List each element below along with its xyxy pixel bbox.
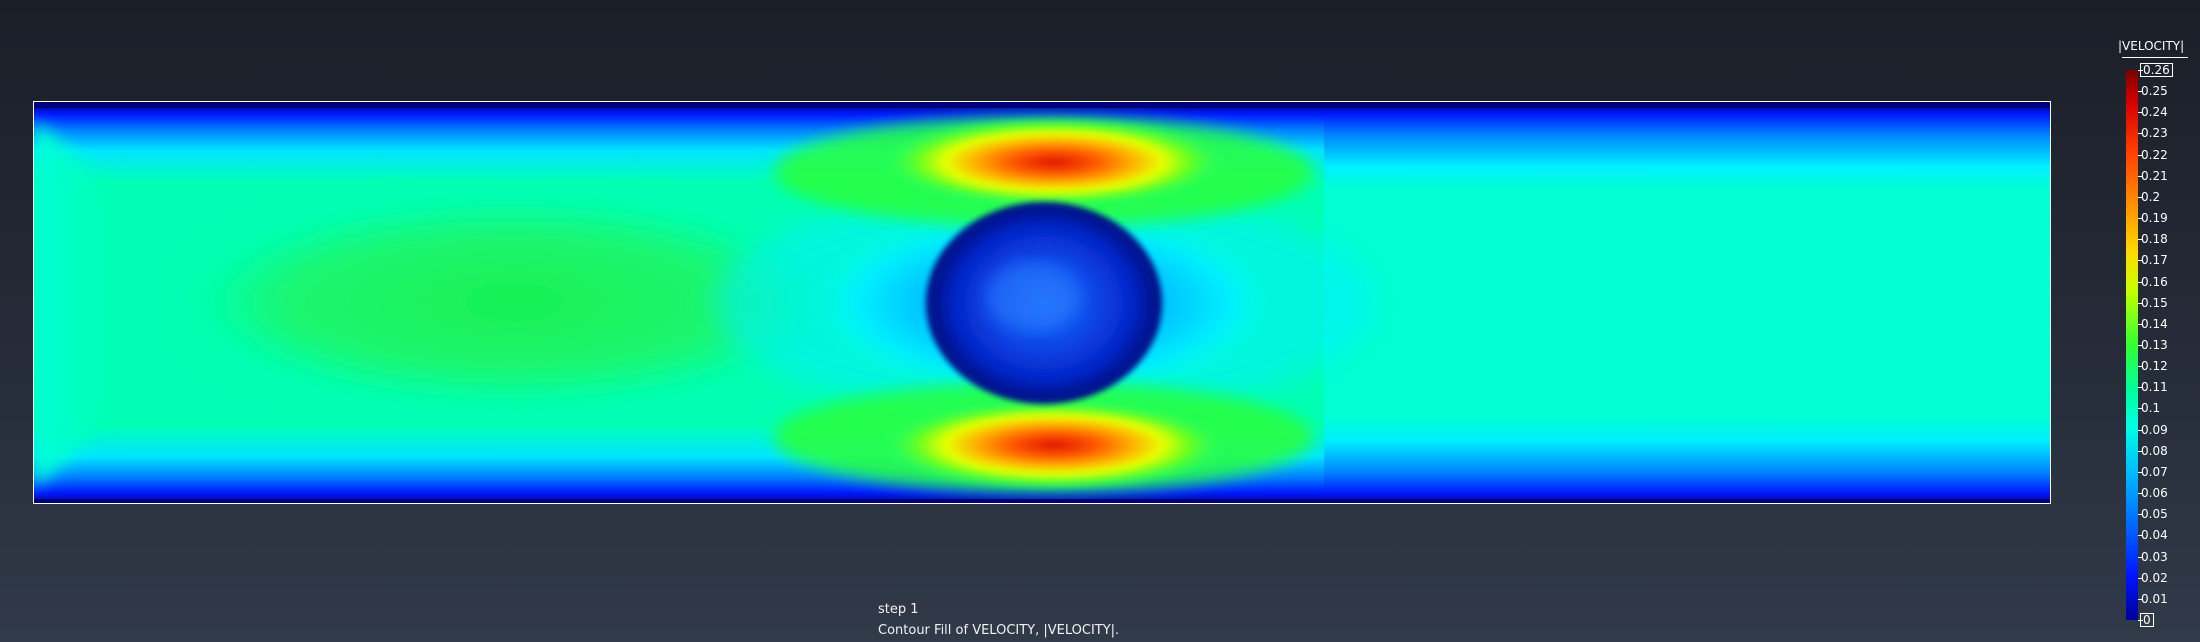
- legend-tick-label: 0.09: [2141, 423, 2168, 437]
- legend-tick-mark: [2138, 324, 2143, 325]
- legend-min-label: 0: [2140, 613, 2154, 627]
- legend-tick-mark: [2138, 197, 2143, 198]
- legend-tick-label: 0.16: [2141, 275, 2168, 289]
- legend-tick-mark: [2138, 557, 2143, 558]
- legend-tick-label: 0.22: [2141, 148, 2168, 162]
- legend-tick-mark: [2138, 514, 2143, 515]
- legend-tick-label: 0.07: [2141, 465, 2168, 479]
- legend-tick-label: 0.13: [2141, 338, 2168, 352]
- legend-tick-label: 0.14: [2141, 317, 2168, 331]
- legend-tick-label: 0.25: [2141, 84, 2168, 98]
- legend-tick-mark: [2138, 282, 2143, 283]
- legend-tick-mark: [2138, 112, 2143, 113]
- result-description: Contour Fill of VELOCITY, |VELOCITY|.: [878, 623, 1120, 638]
- velocity-contour-plot[interactable]: [33, 101, 2051, 504]
- legend-tick-mark: [2138, 408, 2143, 409]
- legend-tick-label: 0.17: [2141, 253, 2168, 267]
- legend-tick-mark: [2138, 578, 2143, 579]
- legend-tick-mark: [2138, 303, 2143, 304]
- legend-tick-mark: [2138, 345, 2143, 346]
- legend-tick-mark: [2138, 239, 2143, 240]
- legend-tick-mark: [2138, 599, 2143, 600]
- legend-tick-label: 0.1: [2141, 401, 2161, 415]
- legend-tick-mark: [2138, 218, 2143, 219]
- legend-tick-label: 0.2: [2141, 190, 2161, 204]
- legend-tick-mark: [2138, 366, 2143, 367]
- legend-tick-mark: [2138, 91, 2143, 92]
- legend-tick-label: 0.23: [2141, 126, 2168, 140]
- legend-tick-label: 0.11: [2141, 380, 2168, 394]
- legend-title-underline: [2122, 57, 2188, 58]
- step-label: step 1: [878, 602, 919, 617]
- legend-tick-mark: [2138, 176, 2143, 177]
- legend-tick-label: 0.05: [2141, 507, 2168, 521]
- legend-tick-label: 0.08: [2141, 444, 2168, 458]
- legend-tick-mark: [2138, 472, 2143, 473]
- legend-tick-label: 0.04: [2141, 528, 2168, 542]
- legend-tick-mark: [2138, 133, 2143, 134]
- legend-tick-label: 0.21: [2141, 169, 2168, 183]
- legend-tick-label: 0.15: [2141, 296, 2168, 310]
- legend-tick-mark: [2138, 493, 2143, 494]
- legend-title: |VELOCITY|: [2118, 39, 2185, 53]
- legend-colorbar: [2126, 70, 2138, 620]
- legend-tick-mark: [2138, 387, 2143, 388]
- legend-tick-label: 0.24: [2141, 105, 2168, 119]
- plot-info-text: step 1 Contour Fill of VELOCITY, |VELOCI…: [878, 599, 1119, 641]
- legend-tick-label: 0.01: [2141, 592, 2168, 606]
- legend-tick-mark: [2138, 535, 2143, 536]
- legend-tick-label: 0.03: [2141, 550, 2168, 564]
- legend-tick-label: 0.12: [2141, 359, 2168, 373]
- legend-tick-label: 0.06: [2141, 486, 2168, 500]
- legend-max-label: 0.26: [2140, 63, 2173, 77]
- legend-tick-mark: [2138, 260, 2143, 261]
- legend-tick-label: 0.19: [2141, 211, 2168, 225]
- legend-tick-mark: [2138, 155, 2143, 156]
- legend-tick-mark: [2138, 430, 2143, 431]
- contour-fill: [34, 102, 2050, 503]
- legend-tick-label: 0.18: [2141, 232, 2168, 246]
- legend-tick-mark: [2138, 451, 2143, 452]
- legend-tick-label: 0.02: [2141, 571, 2168, 585]
